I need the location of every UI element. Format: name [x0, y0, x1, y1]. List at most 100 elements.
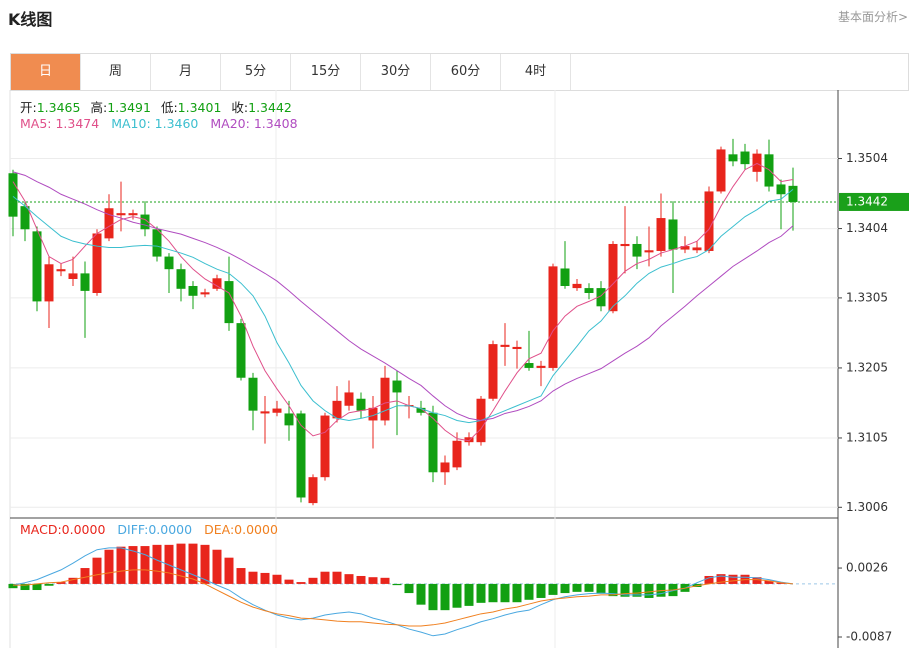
macd-bar	[764, 580, 774, 584]
candle-body	[44, 264, 54, 302]
candle-body	[728, 154, 738, 162]
macd-bar	[704, 575, 714, 584]
candle-body	[260, 411, 270, 414]
candle-body	[308, 477, 318, 504]
macd-bar	[212, 549, 222, 584]
macd-bar	[56, 582, 66, 584]
period-tab[interactable]: 30分	[361, 54, 431, 90]
candle-body	[740, 151, 750, 165]
candle-body	[392, 380, 402, 393]
candle-body	[56, 269, 66, 272]
macd-bar	[368, 577, 378, 584]
macd-legend: MACD:0.0000 DIFF:0.0000 DEA:0.0000	[20, 522, 290, 537]
period-tab[interactable]: 日	[11, 54, 81, 90]
candle-body	[368, 407, 378, 421]
candle-body	[332, 400, 342, 419]
info-label: 开:	[20, 100, 37, 115]
legend-entry: MACD:0.0000	[20, 522, 106, 537]
candle-body	[8, 173, 18, 217]
legend-entry: MA5: 1.3474	[20, 116, 100, 131]
period-tab[interactable]: 15分	[291, 54, 361, 90]
candle-body	[704, 191, 714, 251]
info-value: 1.3442	[248, 100, 292, 115]
info-label: 高:	[90, 100, 108, 115]
macd-bar	[236, 568, 246, 584]
macd-bar	[608, 583, 618, 597]
candle-body	[632, 243, 642, 257]
period-tab[interactable]: 周	[81, 54, 151, 90]
last-price-label: 1.3442	[846, 194, 888, 208]
macd-bar	[392, 583, 402, 586]
macd-bar	[272, 574, 282, 584]
candle-body	[164, 256, 174, 270]
candle-body	[560, 268, 570, 286]
period-tab[interactable]: 月	[151, 54, 221, 90]
ohlc-info: 开:1.3465 高:1.3491 低:1.3401 收:1.3442	[20, 97, 302, 116]
macd-bar	[8, 583, 18, 589]
candle-body	[500, 344, 510, 347]
macd-bar	[776, 582, 786, 584]
macd-bar	[152, 544, 162, 584]
candle-body	[356, 398, 366, 411]
macd-bar	[500, 583, 510, 603]
macd-bar	[320, 571, 330, 584]
legend-entry: MA20: 1.3408	[210, 116, 298, 131]
candle-body	[752, 153, 762, 172]
candle-body	[380, 377, 390, 421]
candle-body	[188, 285, 198, 296]
macd-bar	[380, 577, 390, 584]
y-tick-label: 1.3404	[846, 221, 888, 235]
macd-bar	[128, 546, 138, 584]
macd-bar	[356, 575, 366, 584]
macd-bar	[68, 577, 78, 584]
candle-body	[512, 346, 522, 350]
period-tab[interactable]: 60分	[431, 54, 501, 90]
legend-entry: DEA:0.0000	[204, 522, 278, 537]
candle-body	[656, 218, 666, 251]
candle-body	[80, 273, 90, 291]
macd-bar	[116, 546, 126, 584]
candle-body	[524, 363, 534, 368]
macd-bar	[548, 583, 558, 595]
ma-legend: MA5: 1.3474 MA10: 1.3460 MA20: 1.3408	[20, 116, 310, 131]
legend-entry: DIFF:0.0000	[117, 522, 193, 537]
macd-bar	[488, 583, 498, 603]
macd-bar	[404, 583, 414, 594]
candle-body	[200, 292, 210, 295]
macd-bar	[20, 583, 30, 591]
macd-bar	[80, 568, 90, 584]
candle-body	[320, 415, 330, 478]
candle-body	[488, 344, 498, 399]
period-tab[interactable]: 4时	[501, 54, 571, 90]
macd-bar	[92, 557, 102, 584]
macd-bar	[728, 574, 738, 584]
period-tab[interactable]: 5分	[221, 54, 291, 90]
macd-bar	[308, 577, 318, 584]
candle-body	[428, 412, 438, 473]
candle-body	[92, 233, 102, 293]
macd-bar	[188, 543, 198, 584]
ma-line	[12, 162, 794, 442]
macd-bar	[524, 583, 534, 600]
candle-body	[452, 440, 462, 468]
macd-bar	[104, 549, 114, 584]
candle-body	[236, 323, 246, 378]
macd-bar	[644, 583, 654, 598]
candle-body	[620, 243, 630, 247]
ma-line	[12, 171, 794, 421]
last-price-box	[839, 192, 909, 211]
macd-bar	[284, 579, 294, 584]
macd-bar	[572, 583, 582, 592]
y-tick-label: 1.3105	[846, 430, 888, 444]
candle-body	[176, 269, 186, 289]
macd-bar	[296, 582, 306, 584]
candle-body	[104, 208, 114, 239]
candle-body	[20, 206, 30, 230]
candle-body	[776, 184, 786, 195]
info-value: 1.3491	[107, 100, 151, 115]
fundamental-link[interactable]: 基本面分析>	[837, 10, 908, 24]
macd-bar	[620, 583, 630, 597]
candle-body	[344, 392, 354, 406]
info-label: 收:	[231, 100, 249, 115]
